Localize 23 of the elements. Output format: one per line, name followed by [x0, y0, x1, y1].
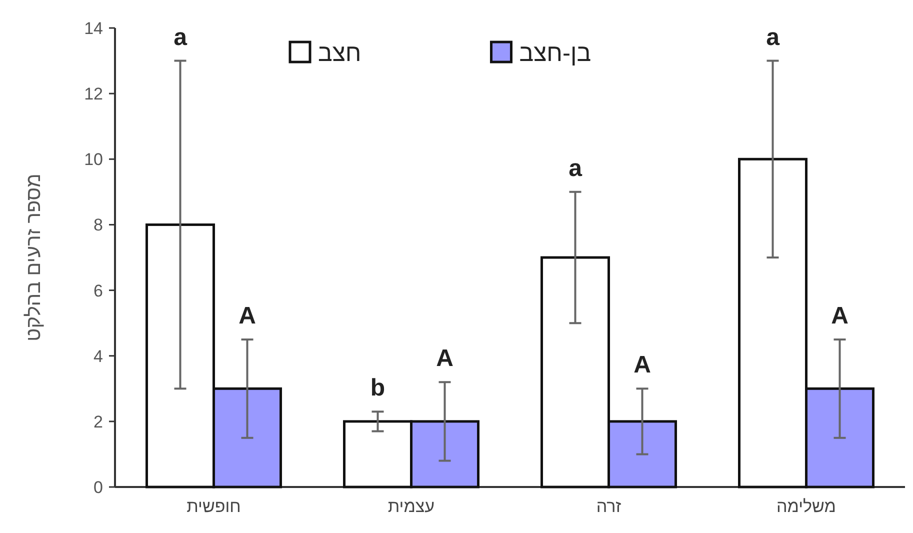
annotation: A [238, 302, 256, 330]
y-tick-label: 10 [84, 150, 103, 170]
legend-label: חצב [318, 40, 362, 67]
x-tick-label: עצמית [388, 497, 435, 516]
legend-label: בן-חצב [519, 40, 592, 67]
y-tick-label: 12 [84, 84, 103, 104]
y-tick-label: 8 [94, 216, 103, 235]
annotation: a [174, 24, 188, 51]
y-tick-label: 6 [94, 281, 103, 300]
annotation: a [766, 24, 780, 51]
y-axis-title: מספר זרעים בהלקט [23, 174, 45, 342]
y-tick-label: 14 [84, 19, 103, 38]
x-tick-label: משלימה [776, 497, 836, 516]
x-tick-label: חופשית [186, 497, 241, 516]
annotation: b [370, 374, 386, 402]
y-tick-label: 4 [94, 346, 103, 366]
y-tick-label: 0 [94, 478, 103, 497]
annotation: A [634, 352, 651, 379]
y-tick-label: 2 [94, 412, 103, 432]
annotation: A [436, 345, 454, 372]
x-tick-label: זרה [596, 497, 622, 516]
annotation: a [568, 154, 583, 182]
annotation: A [831, 302, 848, 330]
